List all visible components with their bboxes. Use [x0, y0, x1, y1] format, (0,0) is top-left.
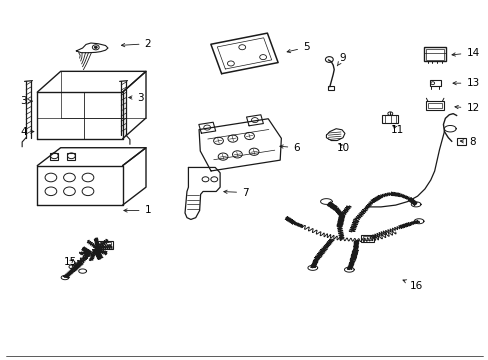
Text: 3: 3: [20, 96, 32, 106]
Text: 13: 13: [452, 78, 479, 88]
Text: 14: 14: [451, 48, 479, 58]
Bar: [50, 153, 58, 160]
Bar: [423, 47, 445, 61]
Text: 15: 15: [64, 257, 77, 267]
Text: 5: 5: [286, 42, 309, 53]
Text: 10: 10: [336, 143, 349, 153]
Text: 3: 3: [128, 93, 143, 103]
Bar: [100, 242, 111, 247]
Bar: [67, 153, 75, 160]
Text: 12: 12: [454, 103, 479, 113]
Text: 4: 4: [20, 127, 34, 136]
Bar: [98, 241, 113, 249]
Text: 6: 6: [279, 143, 299, 153]
Text: 11: 11: [390, 125, 403, 135]
Bar: [429, 80, 440, 86]
Bar: [425, 101, 444, 110]
Text: 1: 1: [123, 206, 151, 216]
Text: 9: 9: [337, 53, 346, 66]
Text: 2: 2: [121, 39, 151, 49]
Text: 16: 16: [402, 280, 423, 291]
Bar: [427, 103, 442, 108]
Bar: [425, 49, 443, 59]
Bar: [382, 115, 397, 123]
Bar: [456, 138, 466, 145]
Bar: [360, 234, 373, 242]
Text: 8: 8: [459, 138, 474, 147]
Circle shape: [94, 46, 97, 48]
Bar: [362, 236, 371, 240]
Bar: [327, 86, 333, 90]
Text: 7: 7: [224, 188, 248, 198]
